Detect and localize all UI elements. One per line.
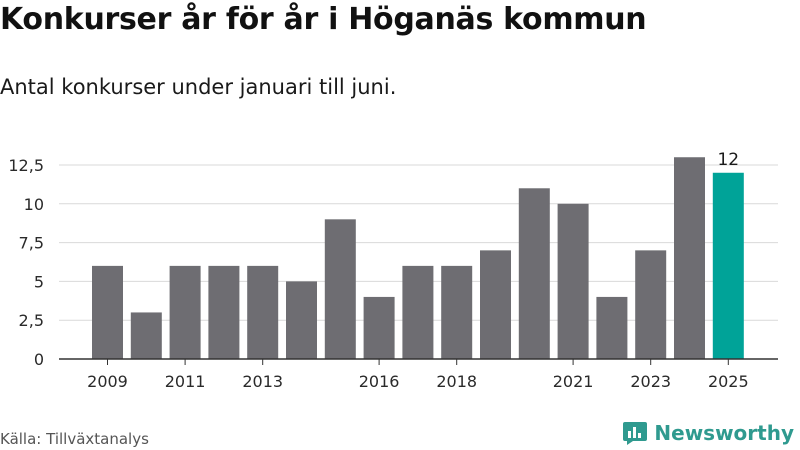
bar-2021 (557, 203, 589, 359)
data-labels: 12 (717, 150, 739, 170)
bar-2009 (92, 265, 123, 359)
y-tick-label: 12,5 (8, 156, 44, 175)
bars (92, 157, 744, 359)
newsworthy-logo: Newsworthy (622, 420, 794, 446)
y-tick-label: 5 (34, 272, 44, 291)
source-note: Källa: Tillväxtanalys (0, 430, 149, 448)
data-label: 12 (717, 150, 739, 170)
bar-2020 (518, 188, 550, 359)
x-tick-label: 2023 (630, 372, 671, 391)
x-tick-label: 2021 (553, 372, 594, 391)
bar-2013 (247, 265, 279, 359)
y-tick-label: 2,5 (19, 311, 44, 330)
x-tick-label: 2009 (87, 372, 128, 391)
bar-2010 (130, 312, 162, 359)
bar-2016 (363, 296, 395, 359)
y-tick-label: 7,5 (19, 234, 44, 253)
x-tick-label: 2016 (359, 372, 400, 391)
bar-2017 (402, 265, 434, 359)
x-tick-label: 2011 (165, 372, 206, 391)
chart-title: Konkurser år för år i Höganäs kommun (0, 2, 647, 37)
y-tick-label: 10 (24, 195, 44, 214)
logo-text: Newsworthy (654, 421, 794, 445)
bar-2022 (596, 296, 628, 359)
x-axis: 2009 2011 2013 2016 2018 2021 2023 2025 (59, 358, 778, 391)
chart-subtitle: Antal konkurser under januari till juni. (0, 75, 397, 99)
bar-2015 (324, 219, 356, 359)
x-tick-label: 2018 (436, 372, 477, 391)
bar-2024 (674, 157, 705, 359)
bar-2018 (441, 265, 473, 359)
bar-2025 (712, 172, 744, 359)
y-axis-labels: 0 2,5 5 7,5 10 12,5 (8, 156, 44, 369)
x-tick-label: 2013 (242, 372, 283, 391)
bar-2014 (286, 281, 317, 359)
bar-2011 (169, 265, 201, 359)
bar-2019 (480, 250, 511, 359)
newsworthy-chart-bubble-icon (623, 422, 648, 445)
bar-2023 (635, 250, 667, 359)
x-tick-label: 2025 (708, 372, 749, 391)
y-tick-label: 0 (34, 350, 44, 369)
bar-2012 (208, 265, 240, 359)
